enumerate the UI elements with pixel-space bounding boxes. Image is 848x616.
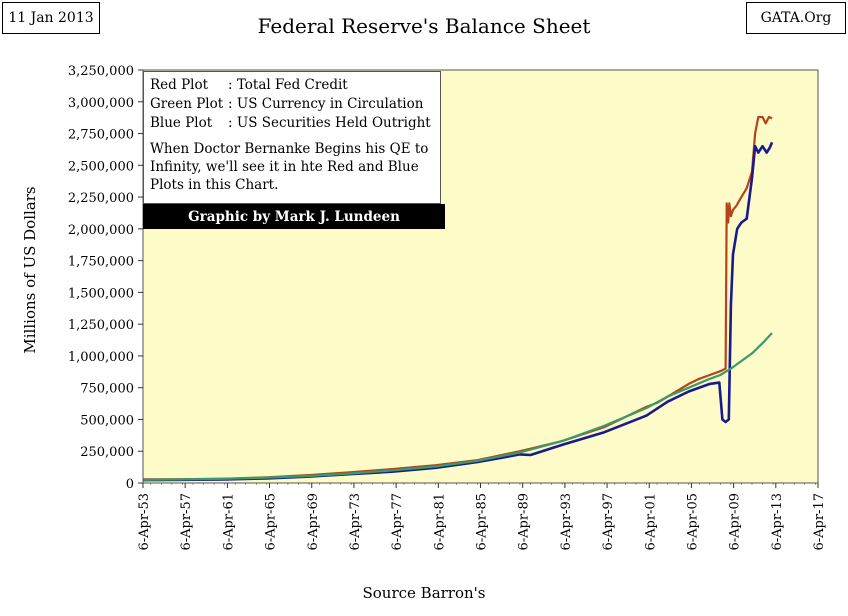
date-label: 11 Jan 2013 — [2, 2, 100, 34]
x-tick-label: 6-Apr-97 — [601, 493, 616, 551]
chart-title: Federal Reserve's Balance Sheet — [257, 14, 591, 38]
site-label: GATA.Org — [746, 2, 846, 34]
series-line-currency-in-circulation — [143, 332, 773, 481]
x-tick-label: 6-Apr-53 — [137, 493, 152, 551]
y-tick-label: 2,750,000 — [68, 128, 134, 143]
legend-row-green: Green Plot : US Currency in Circulation — [150, 95, 434, 114]
legend-key: Red Plot — [150, 77, 209, 93]
x-axis-label: Source Barron's — [362, 584, 486, 602]
x-tick-label: 6-Apr-93 — [559, 493, 574, 551]
x-tick-label: 6-Apr-69 — [306, 493, 321, 551]
legend: Red Plot : Total Fed Credit Green Plot :… — [143, 71, 441, 204]
y-tick-label: 2,500,000 — [68, 159, 134, 174]
x-tick-label: 6-Apr-85 — [475, 493, 490, 551]
x-tick-label: 6-Apr-73 — [348, 493, 363, 551]
x-tick-label: 6-Apr-09 — [728, 493, 743, 551]
y-tick-label: 2,250,000 — [68, 191, 134, 206]
y-tick-label: 500,000 — [80, 413, 134, 428]
x-tick-label: 6-Apr-57 — [179, 493, 194, 551]
legend-note: When Doctor Bernanke Begins his QE to In… — [150, 141, 429, 193]
legend-row-blue: Blue Plot : US Securities Held Outright — [150, 114, 434, 133]
y-tick-label: 3,000,000 — [68, 96, 134, 111]
x-tick-label: 6-Apr-61 — [221, 493, 236, 551]
y-tick-label: 1,500,000 — [68, 286, 134, 301]
y-tick-label: 250,000 — [80, 445, 134, 460]
x-axis: 6-Apr-53 6-Apr-57 6-Apr-61 6-Apr-65 6-Apr-69… — [137, 483, 827, 551]
x-tick-label: 6-Apr-01 — [643, 493, 658, 551]
series-lines — [143, 115, 774, 482]
x-tick-label: 6-Apr-89 — [517, 493, 532, 551]
y-tick-label: 750,000 — [80, 382, 134, 397]
y-axis: 0 250,000 500,000 750,000 1,000,000 1,250,000… — [68, 64, 143, 492]
legend-key: Green Plot — [150, 96, 224, 112]
y-tick-label: 2,000,000 — [68, 223, 134, 238]
y-tick-label: 1,000,000 — [68, 350, 134, 365]
y-tick-label: 1,250,000 — [68, 318, 134, 333]
x-tick-label: 6-Apr-05 — [685, 493, 700, 551]
y-tick-label: 0 — [126, 477, 134, 492]
legend-row-red: Red Plot : Total Fed Credit — [150, 76, 434, 95]
x-tick-label: 6-Apr-13 — [770, 493, 785, 551]
y-tick-label: 3,250,000 — [68, 64, 134, 79]
x-tick-label: 6-Apr-77 — [390, 493, 405, 551]
x-tick-label: 6-Apr-17 — [812, 493, 827, 551]
legend-text: : US Currency in Circulation — [228, 96, 424, 112]
legend-key: Blue Plot — [150, 115, 213, 131]
x-tick-label: 6-Apr-65 — [264, 493, 279, 551]
y-tick-label: 1,750,000 — [68, 255, 134, 270]
legend-text: : US Securities Held Outright — [228, 115, 431, 131]
legend-text: : Total Fed Credit — [228, 77, 348, 93]
x-tick-label: 6-Apr-81 — [432, 493, 447, 551]
credit-banner: Graphic by Mark J. Lundeen — [143, 204, 445, 229]
